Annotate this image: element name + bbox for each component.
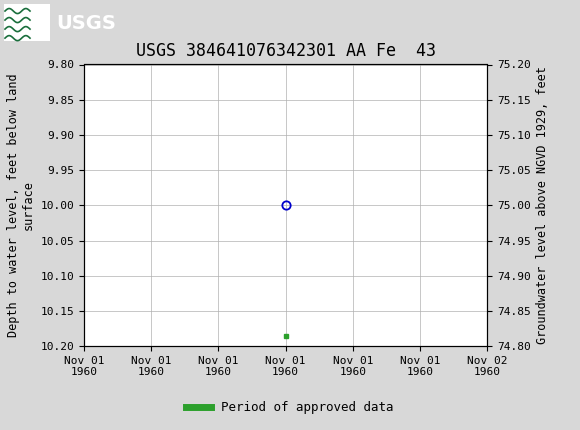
Y-axis label: Groundwater level above NGVD 1929, feet: Groundwater level above NGVD 1929, feet: [536, 66, 549, 344]
Y-axis label: Depth to water level, feet below land
surface: Depth to water level, feet below land su…: [7, 74, 35, 337]
Legend: Period of approved data: Period of approved data: [181, 396, 399, 419]
Title: USGS 384641076342301 AA Fe  43: USGS 384641076342301 AA Fe 43: [136, 42, 436, 60]
Text: USGS: USGS: [56, 14, 116, 33]
Bar: [4, 4, 50, 41]
